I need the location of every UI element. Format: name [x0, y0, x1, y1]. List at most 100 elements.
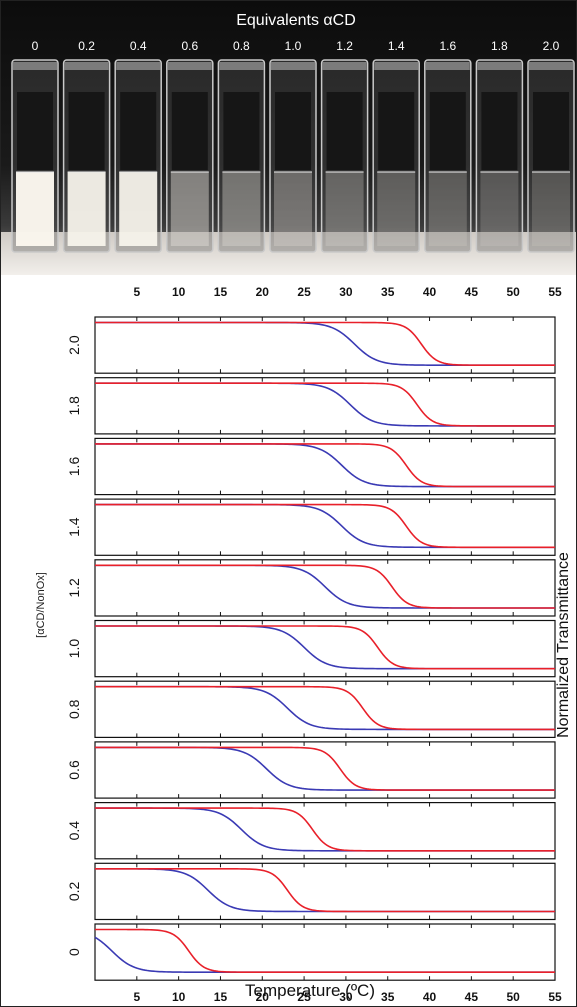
panel-1.6: 1.6	[66, 437, 556, 496]
x-tick-label-bottom: 50	[507, 990, 521, 1004]
x-tick-label-top: 10	[172, 285, 186, 299]
vial-cap	[425, 62, 470, 70]
x-tick-label-bottom: 20	[256, 990, 270, 1004]
vial-label: 1.2	[336, 39, 353, 53]
transmittance-curve	[95, 928, 555, 973]
x-tick-label-top: 55	[548, 285, 562, 299]
vial-solution	[480, 172, 519, 246]
x-tick-label-bottom: 30	[339, 990, 353, 1004]
vial-label: 1.6	[439, 39, 456, 53]
vial-label: 0	[32, 39, 39, 53]
panel-label: 0.2	[66, 881, 82, 901]
panel-frame	[94, 316, 556, 374]
vial-window	[68, 92, 105, 170]
vial-solution	[532, 172, 570, 246]
vial-solution	[428, 172, 467, 246]
vial-cap	[477, 62, 522, 70]
vial-window	[171, 92, 208, 170]
panel-frame	[94, 801, 556, 860]
panel-label: 0.4	[66, 821, 82, 841]
transmittance-curve	[95, 321, 555, 366]
panel-label: 0	[66, 948, 82, 956]
panel-label: 1.4	[66, 517, 82, 537]
panel-0: 0	[66, 923, 556, 981]
panel-label: 0.6	[66, 760, 82, 780]
x-tick-label-top: 40	[423, 285, 437, 299]
vial-solution	[170, 172, 209, 246]
vial-solution	[222, 172, 261, 246]
x-tick-label-bottom: 10	[172, 990, 186, 1004]
panel-frame	[94, 741, 556, 799]
vial-label: 1.8	[491, 39, 508, 53]
vial-window	[429, 92, 466, 170]
vial-window	[17, 92, 53, 170]
x-tick-label-top: 5	[133, 285, 140, 299]
x-tick-label-top: 15	[214, 285, 228, 299]
x-tick-label-bottom: 35	[381, 990, 395, 1004]
panel-1.8: 1.8	[66, 377, 556, 435]
panel-0.8: 0.8	[66, 680, 556, 739]
vial-label: 2.0	[543, 39, 560, 53]
x-tick-label-bottom: 5	[133, 990, 140, 1004]
vial-window	[533, 92, 569, 170]
panel-1.2: 1.2	[66, 559, 556, 617]
vial-cap	[116, 62, 161, 70]
vial-solution	[119, 172, 158, 246]
transmittance-curve	[95, 503, 555, 549]
y-axis-title-left: [αCD/NonOx]	[35, 572, 47, 638]
transmittance-curve	[95, 443, 555, 488]
vial-window	[481, 92, 518, 170]
x-tick-label-bottom: 55	[548, 990, 562, 1004]
panel-frame	[94, 437, 556, 496]
vial-cap	[64, 62, 109, 70]
panel-frame	[94, 498, 556, 556]
x-tick-label-top: 30	[339, 285, 353, 299]
vial-solution	[325, 172, 364, 246]
transmittance-curve	[95, 625, 555, 670]
vial-label: 0.2	[78, 39, 95, 53]
vial-window	[326, 92, 363, 170]
x-tick-label-bottom: 25	[297, 990, 311, 1004]
panel-frame	[94, 862, 556, 921]
vial-cap	[219, 62, 264, 70]
vial-solution	[67, 172, 106, 246]
x-tick-label-top: 35	[381, 285, 395, 299]
vial-solution	[274, 172, 312, 246]
vial-photo: Equivalents αCD 0 0.2 0.4 0.6 0.8 1.0 1.2 1.4 1.…	[0, 0, 577, 275]
x-tick-label-bottom: 40	[423, 990, 437, 1004]
vial-label: 1.0	[285, 39, 302, 53]
photo-header-label: Equivalents αCD	[236, 12, 356, 29]
panel-1.4: 1.4	[66, 498, 556, 556]
vial-label: 1.4	[388, 39, 405, 53]
transmittance-chart: 5 10 15 20 25 30 35 40 45 50 55 2.01.81.61.41.21.0…	[35, 285, 572, 1004]
panel-label: 1.0	[66, 639, 82, 659]
transmittance-curve	[95, 685, 555, 731]
vial-solution	[377, 172, 416, 246]
panel-0.2: 0.2	[66, 862, 556, 921]
transmittance-curve	[95, 807, 555, 852]
vial-window	[223, 92, 260, 170]
panel-label: 2.0	[66, 335, 82, 355]
x-tick-label-top: 20	[256, 285, 270, 299]
panel-frame	[94, 559, 556, 617]
vial-solution	[16, 172, 54, 246]
panel-label: 0.8	[66, 699, 82, 719]
panel-2.0: 2.0	[66, 316, 556, 374]
panel-label: 1.2	[66, 578, 82, 598]
vial-cap	[167, 62, 212, 70]
vial-cap	[322, 62, 367, 70]
vial-cap	[271, 62, 315, 70]
vial-label: 0.4	[130, 39, 147, 53]
vial-cap	[529, 62, 573, 70]
vial-window	[378, 92, 415, 170]
panel-0.6: 0.6	[66, 741, 556, 799]
vial-window	[120, 92, 157, 170]
x-axis-title: Temperature (ºC)	[245, 981, 375, 1000]
panel-frame	[94, 619, 556, 678]
transmittance-curve	[95, 746, 555, 791]
x-tick-label-top: 50	[507, 285, 521, 299]
x-tick-label-bottom: 45	[465, 990, 479, 1004]
vial-label: 0.8	[233, 39, 250, 53]
x-tick-label-top: 25	[297, 285, 311, 299]
panel-0.4: 0.4	[66, 801, 556, 860]
